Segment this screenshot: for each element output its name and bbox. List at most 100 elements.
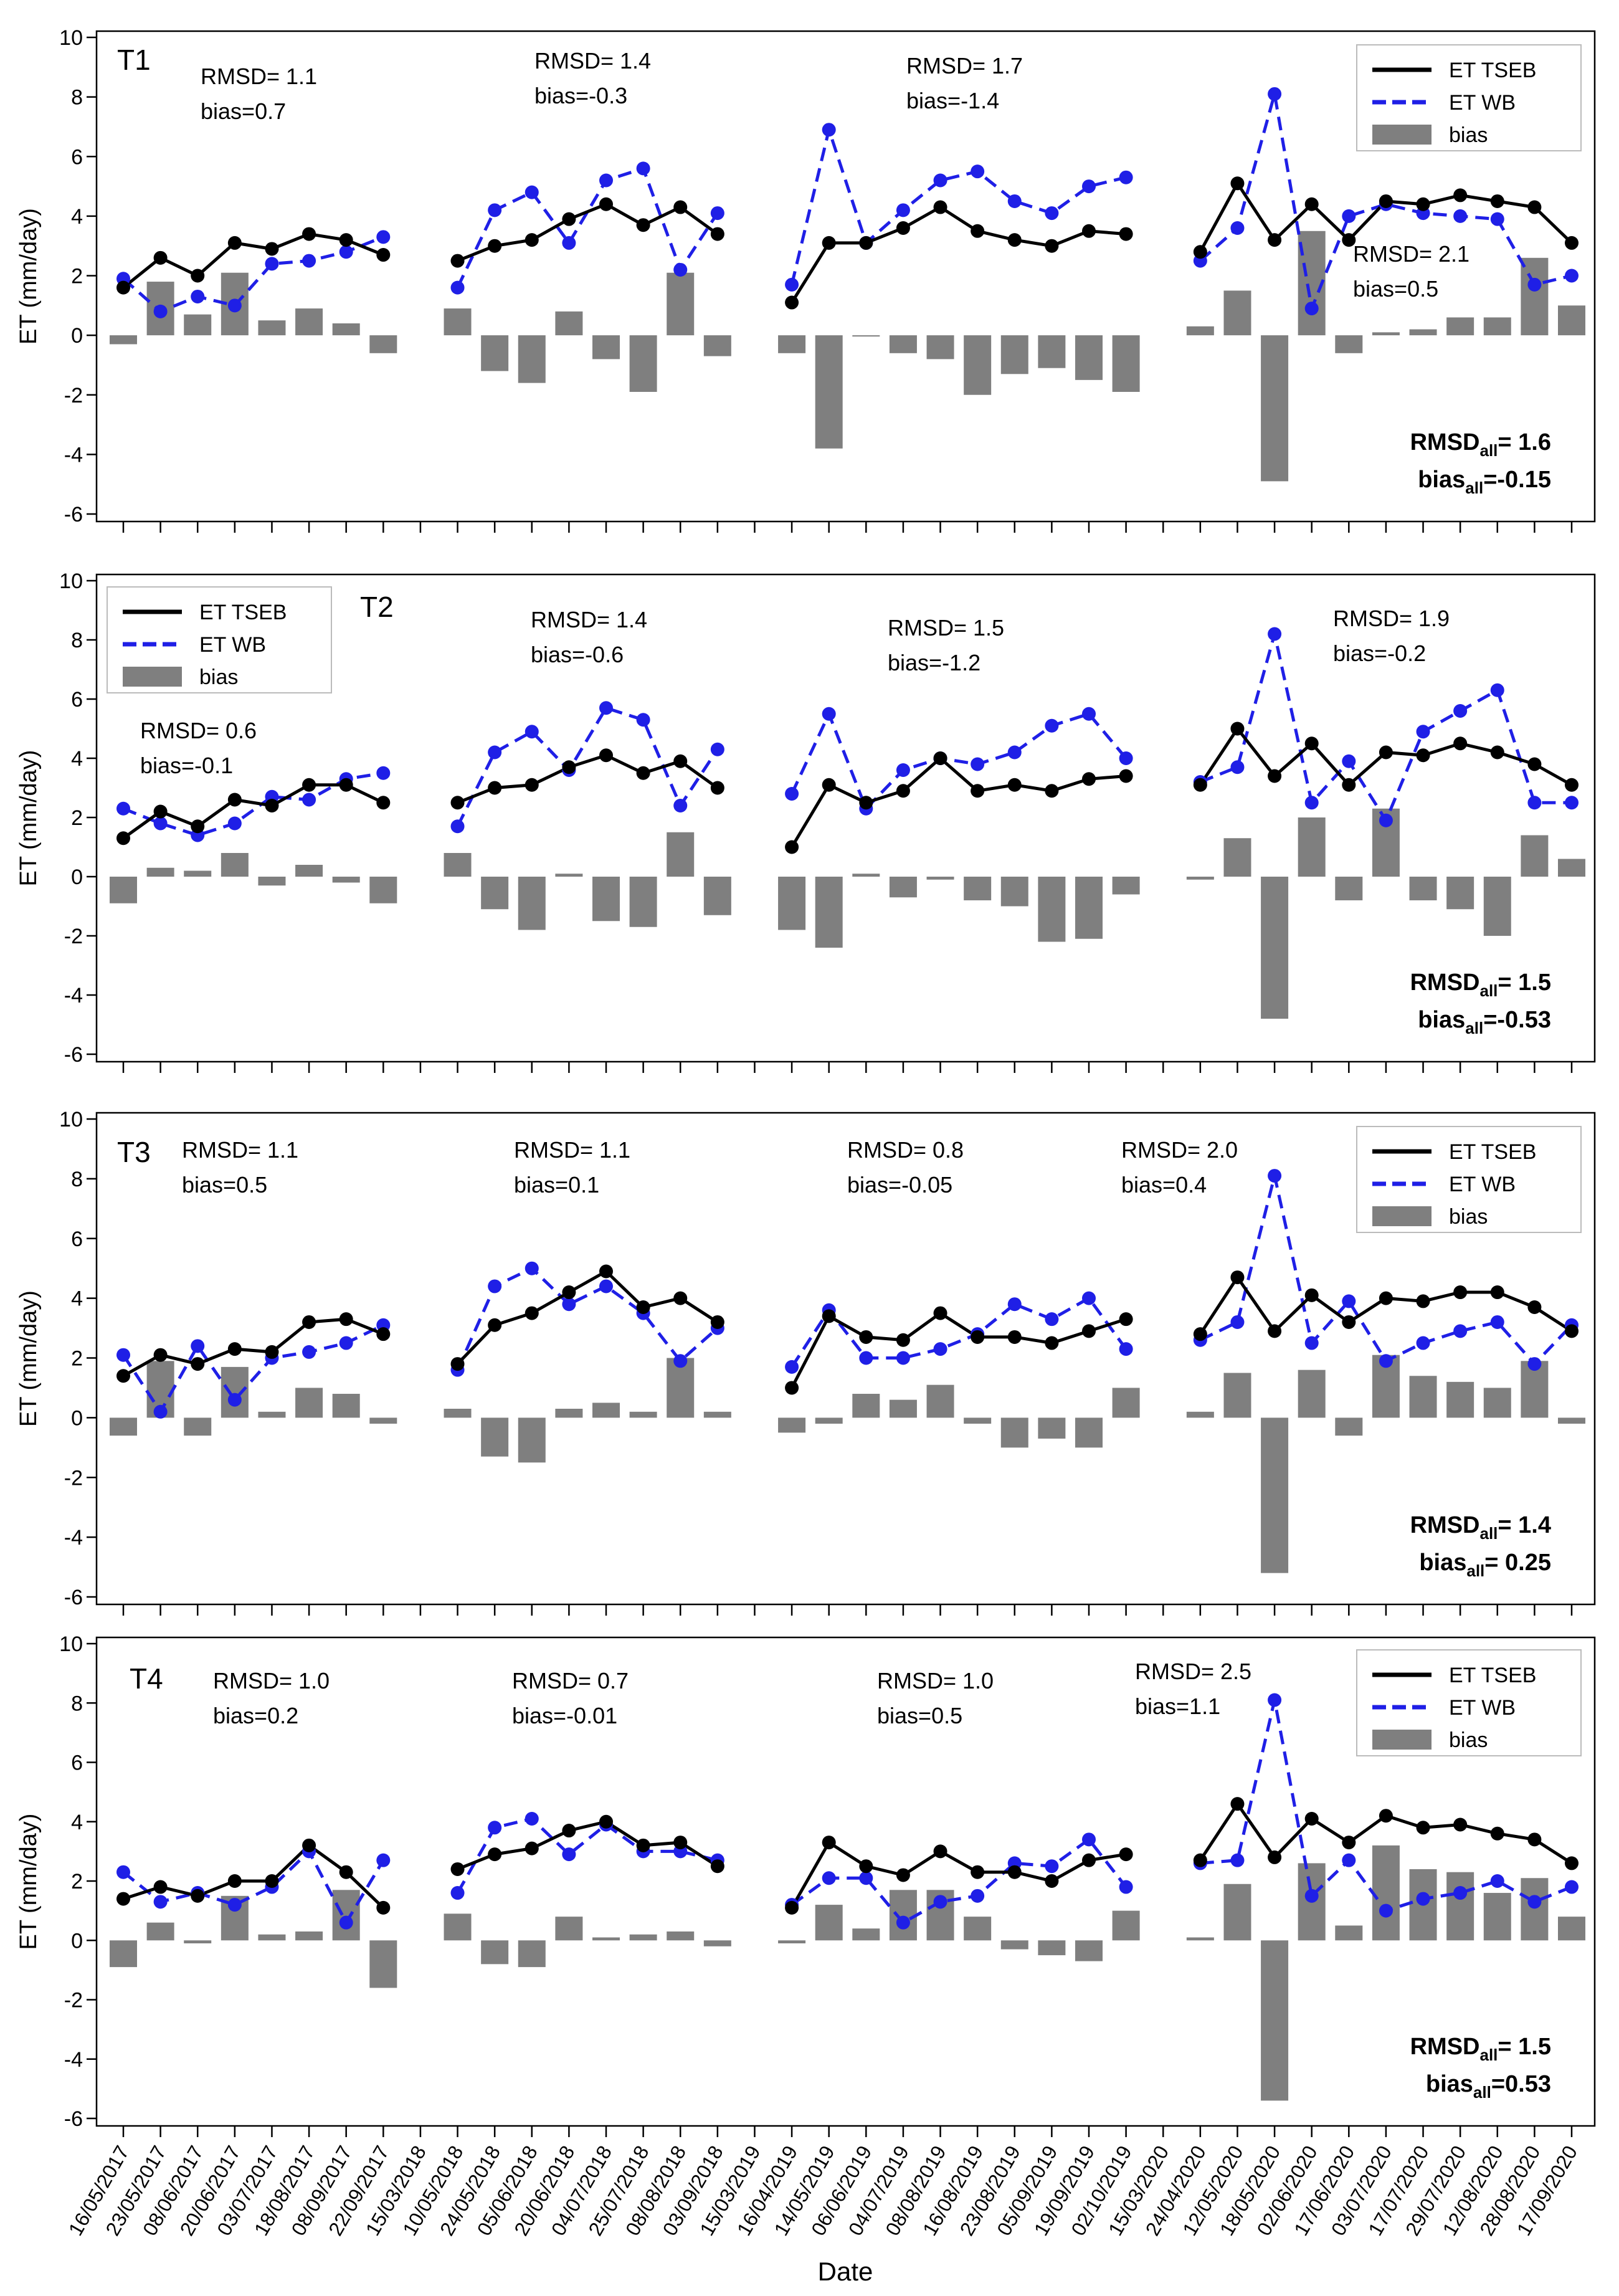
- et-tseb-point: [822, 1836, 836, 1850]
- et-tseb-point: [1342, 1836, 1356, 1850]
- et-wb-point: [227, 298, 242, 313]
- et-wb-point: [191, 1339, 205, 1353]
- bias-bar: [1186, 326, 1214, 336]
- et-wb-point: [153, 816, 168, 831]
- bias-bar: [1446, 1872, 1474, 1941]
- et-tseb-point: [971, 784, 985, 798]
- et-tseb-point: [1565, 1856, 1579, 1870]
- et-wb-point: [896, 203, 910, 217]
- et-wb-point: [1527, 1895, 1542, 1909]
- et-tseb-point: [636, 1838, 650, 1852]
- et-wb-point: [1379, 1354, 1393, 1368]
- panel-t3: -6 -4 -2 0 2 4 6 8 10 ET (mm/day) T3 RMSD= 1.1 bias=…: [16, 1108, 1596, 1616]
- et-wb-point: [599, 173, 613, 188]
- legend-wb-label: ET WB: [199, 633, 266, 657]
- et-tseb-point: [1082, 1324, 1096, 1338]
- et-tseb-point: [1119, 1312, 1133, 1327]
- legend: ET TSEB ET WB bias: [107, 586, 332, 693]
- bias-bar: [778, 877, 806, 930]
- et-tseb-point: [302, 778, 316, 792]
- et-wb-point: [227, 816, 242, 831]
- et-wb-point: [1565, 796, 1579, 810]
- et-wb-point: [599, 1279, 613, 1293]
- legend: ET TSEB ET WB bias: [1356, 1126, 1582, 1233]
- bias-bar: [592, 1403, 620, 1418]
- y-tick-label: 4: [71, 1287, 83, 1311]
- et-wb-point: [376, 766, 391, 780]
- et-tseb-point: [1268, 769, 1282, 783]
- et-tseb-point: [339, 778, 353, 792]
- et-wb-point: [896, 1351, 910, 1365]
- et-tseb-point: [1379, 194, 1393, 208]
- et-tseb-point: [1527, 1300, 1542, 1315]
- bias-bar: [555, 874, 583, 877]
- y-tick-label: 2: [71, 265, 83, 288]
- et-wb-point: [191, 289, 205, 303]
- et-tseb-line: [790, 1311, 1127, 1389]
- et-tseb-point: [1230, 176, 1245, 191]
- et-tseb-point: [785, 840, 799, 854]
- et-tseb-point: [1193, 1327, 1207, 1341]
- segment-bias: bias=-0.3: [534, 83, 627, 108]
- et-wb-point: [1268, 627, 1282, 641]
- legend-bias-swatch: [1372, 125, 1431, 145]
- et-tseb-point: [1119, 227, 1133, 241]
- bias-bar: [703, 877, 731, 915]
- et-wb-point: [710, 742, 724, 756]
- et-wb-point: [1119, 1880, 1133, 1894]
- et-tseb-point: [302, 227, 316, 241]
- bias-bar: [444, 853, 472, 877]
- bias-bar: [332, 1890, 360, 1941]
- bias-bar: [369, 877, 397, 903]
- et-wb-point: [971, 757, 985, 771]
- bias-bar: [1038, 335, 1066, 368]
- et-tseb-point: [599, 748, 613, 763]
- et-wb-point: [971, 1889, 985, 1903]
- y-tick-label: -2: [64, 925, 83, 948]
- bias-bar: [555, 1408, 583, 1418]
- et-tseb-point: [376, 248, 391, 262]
- segment-rmsd: RMSD= 1.0: [213, 1668, 330, 1693]
- et-tseb-point: [710, 781, 724, 795]
- bias-bar: [1038, 1417, 1066, 1439]
- bias-bar: [555, 1917, 583, 1941]
- bias-bar: [444, 1408, 472, 1418]
- et-wb-point: [971, 164, 985, 179]
- et-tseb-line: [1199, 1274, 1573, 1335]
- segment-rmsd: RMSD= 1.4: [534, 48, 651, 74]
- et-wb-point: [785, 787, 799, 801]
- et-tseb-point: [636, 1300, 650, 1315]
- et-wb-point: [116, 801, 130, 816]
- et-wb-point: [1342, 754, 1356, 768]
- et-wb-point: [1416, 725, 1430, 739]
- et-tseb-point: [562, 1824, 576, 1838]
- y-tick-label: 2: [71, 1870, 83, 1893]
- y-tick-label: 4: [71, 205, 83, 229]
- bias-bar: [332, 1394, 360, 1418]
- et-tseb-point: [1007, 1330, 1022, 1344]
- bias-bar: [964, 877, 992, 900]
- et-wb-line: [122, 235, 384, 313]
- bias-bar: [1483, 1388, 1511, 1418]
- y-tick-label: -6: [64, 1043, 83, 1067]
- et-wb-line: [791, 1296, 1128, 1368]
- y-tick-label: 10: [59, 1632, 83, 1656]
- et-wb-point: [1045, 206, 1059, 221]
- bias-bar: [110, 335, 137, 345]
- et-tseb-point: [1082, 772, 1096, 786]
- y-tick-label: 8: [71, 629, 83, 652]
- et-wb-point: [525, 1811, 539, 1826]
- et-wb-point: [822, 707, 836, 721]
- et-tseb-point: [1490, 1826, 1504, 1841]
- et-tseb-point: [562, 1285, 576, 1300]
- bias-bar: [221, 853, 249, 877]
- bias-bar: [184, 1417, 212, 1436]
- bias-bar: [1335, 1417, 1363, 1436]
- et-wb-point: [673, 262, 688, 277]
- et-wb-point: [859, 1351, 873, 1365]
- et-wb-point: [376, 1853, 391, 1867]
- bias-bar: [295, 1388, 323, 1418]
- et-wb-point: [1565, 269, 1579, 283]
- segment-bias: bias=0.5: [182, 1172, 267, 1198]
- bias-bar: [1298, 817, 1326, 877]
